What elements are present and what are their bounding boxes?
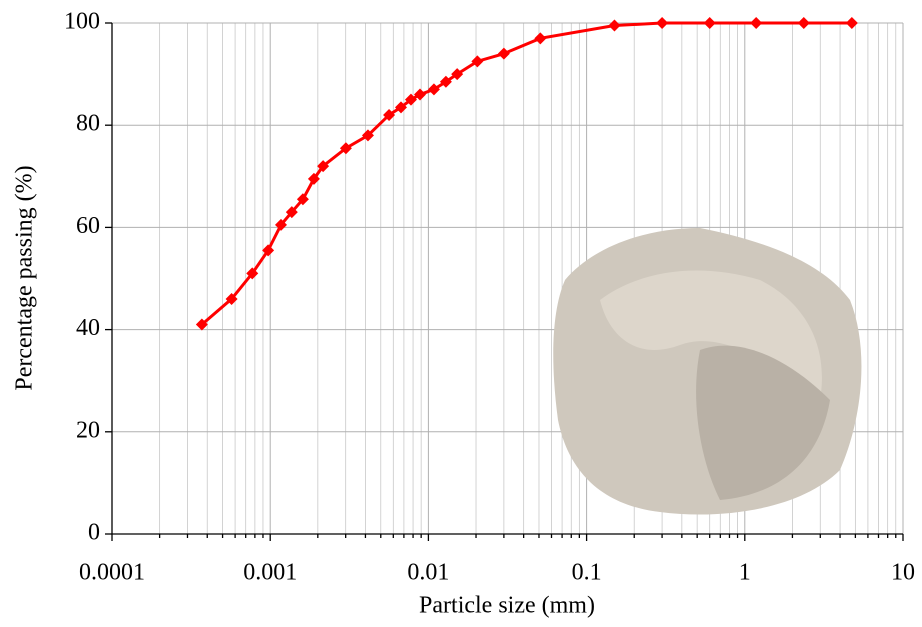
x-tick-label: 0.01 bbox=[407, 560, 449, 586]
data-point bbox=[339, 142, 352, 155]
y-tick-label: 40 bbox=[76, 315, 100, 341]
x-axis-label: Particle size (mm) bbox=[419, 593, 595, 619]
powder-shadow bbox=[696, 345, 830, 500]
y-axis-label: Percentage passing (%) bbox=[12, 165, 38, 390]
y-tick-label: 20 bbox=[76, 417, 100, 443]
data-point bbox=[225, 292, 238, 305]
y-tick-label: 0 bbox=[88, 520, 100, 546]
data-point bbox=[307, 172, 320, 185]
data-point bbox=[285, 206, 298, 219]
data-point bbox=[296, 193, 309, 206]
data-point bbox=[534, 32, 547, 45]
data-point bbox=[656, 17, 669, 29]
y-tick-label: 60 bbox=[76, 213, 100, 239]
x-tick-label: 10 bbox=[891, 560, 915, 586]
data-point bbox=[797, 17, 810, 29]
data-point bbox=[414, 88, 427, 101]
data-point bbox=[497, 47, 510, 60]
x-tick-label: 0.001 bbox=[243, 560, 297, 586]
x-tick-label: 0.0001 bbox=[79, 560, 145, 586]
data-point bbox=[845, 17, 858, 29]
data-point bbox=[274, 218, 287, 231]
data-point bbox=[439, 75, 452, 88]
data-point bbox=[750, 17, 763, 29]
y-tick-label: 80 bbox=[76, 111, 100, 137]
data-point bbox=[394, 101, 407, 114]
data-point bbox=[451, 68, 464, 81]
powder-highlight bbox=[600, 270, 822, 400]
data-point bbox=[262, 244, 275, 257]
data-point bbox=[404, 93, 417, 106]
data-point bbox=[361, 129, 374, 142]
data-point bbox=[383, 108, 396, 121]
data-point bbox=[471, 55, 484, 68]
data-point bbox=[427, 83, 440, 96]
data-point bbox=[246, 267, 259, 280]
x-tick-label: 1 bbox=[739, 560, 751, 586]
data-point bbox=[608, 19, 621, 32]
data-point bbox=[703, 17, 716, 29]
y-tick-label: 100 bbox=[64, 9, 100, 35]
x-tick-label: 0.1 bbox=[572, 560, 602, 586]
data-point bbox=[195, 318, 208, 331]
data-point bbox=[317, 160, 330, 173]
